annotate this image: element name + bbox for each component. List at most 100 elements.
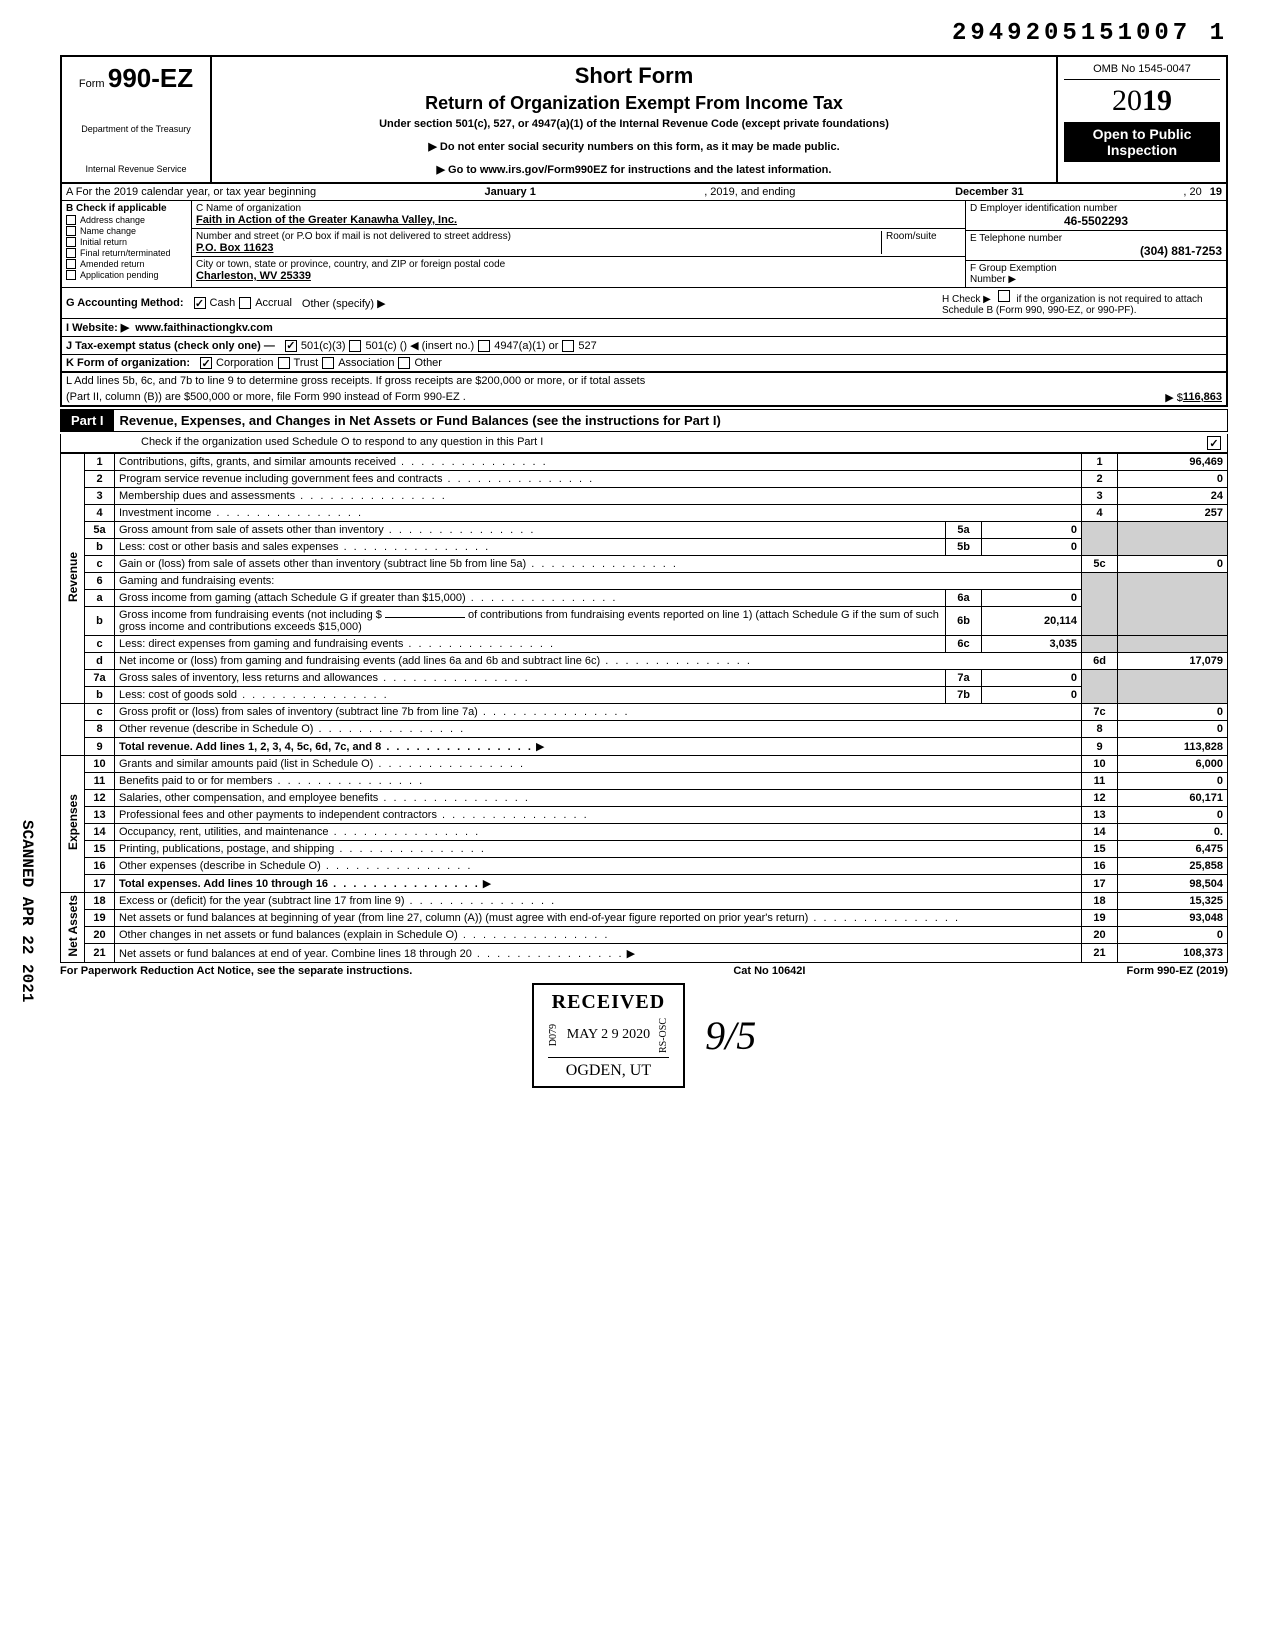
- chk-corporation[interactable]: ✓: [200, 357, 212, 369]
- ln6d-val: 17,079: [1118, 653, 1228, 670]
- lbl-application-pending: Application pending: [80, 270, 159, 280]
- lbl-527: 527: [578, 340, 596, 352]
- phone-value: (304) 881-7253: [970, 244, 1222, 258]
- ln6a-num: a: [85, 590, 115, 607]
- lbl-cash: Cash: [210, 297, 236, 309]
- chk-schedule-o[interactable]: ✓: [1207, 436, 1221, 450]
- ln18-num: 18: [85, 893, 115, 910]
- ln9-num: 9: [85, 738, 115, 756]
- ln3-cn: 3: [1082, 488, 1118, 505]
- ln5b-iv: 0: [982, 539, 1082, 556]
- ln16-val: 25,858: [1118, 858, 1228, 875]
- year-suffix: 19: [1142, 84, 1172, 117]
- ln19-num: 19: [85, 910, 115, 927]
- scanned-stamp: SCANNED APR 22 2021: [18, 820, 36, 1002]
- open-public-1: Open to Public: [1068, 126, 1216, 142]
- ln21-cn: 21: [1082, 944, 1118, 962]
- chk-501c[interactable]: [349, 340, 361, 352]
- ln6a-in: 6a: [946, 590, 982, 607]
- h-label: H Check ▶: [942, 294, 991, 305]
- ln5c-val: 0: [1118, 556, 1228, 573]
- ln8-val: 0: [1118, 721, 1228, 738]
- ln10-desc: Grants and similar amounts paid (list in…: [119, 758, 525, 770]
- chk-4947[interactable]: [478, 340, 490, 352]
- ln7c-val: 0: [1118, 704, 1228, 721]
- form-header: Form 990-EZ Department of the Treasury I…: [60, 55, 1228, 184]
- ln21-num: 21: [85, 944, 115, 962]
- omb-number: OMB No 1545-0047: [1064, 63, 1220, 80]
- lbl-other-method: Other (specify) ▶: [302, 297, 386, 310]
- ein-value: 46-5502293: [970, 214, 1222, 228]
- revenue-side-label: Revenue: [61, 454, 85, 704]
- ln7b-desc: Less: cost of goods sold: [119, 689, 389, 701]
- chk-cash[interactable]: ✓: [194, 297, 206, 309]
- gross-receipts-value: 116,863: [1183, 391, 1222, 403]
- ln18-desc: Excess or (deficit) for the year (subtra…: [119, 895, 556, 907]
- website-value: www.faithinactiongkv.com: [135, 322, 273, 334]
- ln20-cn: 20: [1082, 927, 1118, 944]
- ln5a-in: 5a: [946, 522, 982, 539]
- ln1-num: 1: [85, 454, 115, 471]
- ln13-cn: 13: [1082, 807, 1118, 824]
- part1-tab: Part I: [61, 410, 114, 431]
- footer-right: Form 990-EZ (2019): [1127, 965, 1228, 977]
- ln4-num: 4: [85, 505, 115, 522]
- chk-other-org[interactable]: [398, 357, 410, 369]
- ln13-desc: Professional fees and other payments to …: [119, 809, 589, 821]
- ln3-desc: Membership dues and assessments: [119, 490, 447, 502]
- part1-subheader: Check if the organization used Schedule …: [60, 434, 1228, 453]
- ln5a-iv: 0: [982, 522, 1082, 539]
- row-a-tail-yr: 19: [1210, 186, 1222, 198]
- main-title: Return of Organization Exempt From Incom…: [218, 93, 1050, 114]
- ln6b-iv: 20,114: [982, 607, 1082, 636]
- ln7-shade-val: [1118, 670, 1228, 704]
- ln15-cn: 15: [1082, 841, 1118, 858]
- lbl-address-change: Address change: [80, 215, 145, 225]
- misc-rows: G Accounting Method: ✓Cash Accrual Other…: [60, 288, 1228, 407]
- chk-accrual[interactable]: [239, 297, 251, 309]
- received-title: RECEIVED: [548, 991, 669, 1014]
- lbl-final-return: Final return/terminated: [80, 248, 171, 258]
- ln19-cn: 19: [1082, 910, 1118, 927]
- ln5b-desc: Less: cost or other basis and sales expe…: [119, 541, 490, 553]
- stamp-area: RECEIVED D079 MAY 2 9 2020 RS-OSC OGDEN,…: [60, 983, 1228, 1088]
- chk-name-change[interactable]: [66, 226, 76, 236]
- ln8-desc: Other revenue (describe in Schedule O): [119, 723, 465, 735]
- ln5a-desc: Gross amount from sale of assets other t…: [119, 524, 535, 536]
- lbl-4947: 4947(a)(1) or: [494, 340, 558, 352]
- lbl-501c3: 501(c)(3): [301, 340, 346, 352]
- chk-initial-return[interactable]: [66, 237, 76, 247]
- ln12-desc: Salaries, other compensation, and employ…: [119, 792, 530, 804]
- chk-schedule-b[interactable]: [998, 290, 1010, 302]
- ln1-cn: 1: [1082, 454, 1118, 471]
- k-label: K Form of organization:: [66, 357, 190, 369]
- ln12-num: 12: [85, 790, 115, 807]
- chk-trust[interactable]: [278, 357, 290, 369]
- chk-amended-return[interactable]: [66, 259, 76, 269]
- chk-final-return[interactable]: [66, 248, 76, 258]
- row-a: A For the 2019 calendar year, or tax yea…: [60, 184, 1228, 201]
- chk-address-change[interactable]: [66, 215, 76, 225]
- ln5b-in: 5b: [946, 539, 982, 556]
- ln7a-num: 7a: [85, 670, 115, 687]
- j-label: J Tax-exempt status (check only one) —: [66, 340, 275, 352]
- ln7-shade: [1082, 670, 1118, 704]
- ln5c-num: c: [85, 556, 115, 573]
- ln6c-iv: 3,035: [982, 636, 1082, 653]
- ln18-val: 15,325: [1118, 893, 1228, 910]
- ln14-num: 14: [85, 824, 115, 841]
- chk-association[interactable]: [322, 357, 334, 369]
- chk-501c3[interactable]: ✓: [285, 340, 297, 352]
- chk-application-pending[interactable]: [66, 270, 76, 280]
- ln17-desc: Total expenses. Add lines 10 through 16: [119, 878, 480, 890]
- ln7b-num: b: [85, 687, 115, 704]
- lbl-insert: ) ◀ (insert no.): [403, 339, 474, 352]
- instruction-ssn: ▶ Do not enter social security numbers o…: [218, 140, 1050, 153]
- chk-527[interactable]: [562, 340, 574, 352]
- ln11-num: 11: [85, 773, 115, 790]
- section-bcdef: B Check if applicable Address change Nam…: [60, 201, 1228, 288]
- dept-irs: Internal Revenue Service: [68, 164, 204, 174]
- ln7c-cn: 7c: [1082, 704, 1118, 721]
- tax-year-begin: January 1: [316, 186, 704, 198]
- lbl-name-change: Name change: [80, 226, 136, 236]
